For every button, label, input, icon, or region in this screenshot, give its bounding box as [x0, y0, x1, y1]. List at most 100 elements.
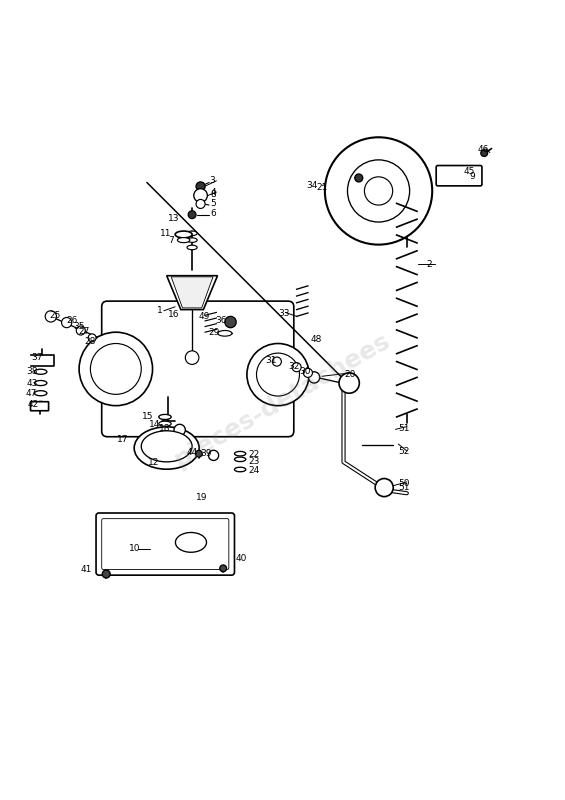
Ellipse shape — [187, 231, 197, 235]
FancyBboxPatch shape — [102, 301, 294, 437]
Text: 50: 50 — [398, 479, 410, 488]
Ellipse shape — [187, 245, 197, 250]
Circle shape — [481, 150, 488, 157]
Text: 1: 1 — [157, 306, 163, 315]
Polygon shape — [167, 276, 218, 310]
Circle shape — [194, 189, 207, 202]
Text: 18: 18 — [159, 424, 171, 433]
Circle shape — [220, 565, 227, 572]
Ellipse shape — [134, 427, 199, 470]
FancyBboxPatch shape — [96, 513, 234, 575]
Circle shape — [195, 450, 202, 457]
Circle shape — [303, 368, 312, 378]
Circle shape — [102, 570, 110, 578]
Text: 8: 8 — [211, 190, 216, 199]
FancyBboxPatch shape — [31, 402, 49, 410]
Text: 33: 33 — [279, 309, 290, 318]
Text: 13: 13 — [168, 214, 180, 222]
Text: 51: 51 — [398, 424, 410, 433]
Text: 26: 26 — [66, 316, 77, 326]
Circle shape — [308, 372, 320, 383]
Text: 35: 35 — [73, 322, 85, 331]
Text: 45: 45 — [463, 166, 475, 176]
Text: 47: 47 — [26, 389, 37, 398]
Circle shape — [292, 362, 301, 372]
Circle shape — [79, 332, 153, 406]
Ellipse shape — [34, 370, 47, 374]
Circle shape — [272, 357, 281, 366]
Circle shape — [347, 160, 410, 222]
Polygon shape — [171, 277, 213, 308]
Text: 46: 46 — [477, 146, 489, 154]
Text: 37: 37 — [31, 353, 42, 362]
Text: 28: 28 — [85, 338, 96, 346]
Circle shape — [325, 138, 432, 245]
Ellipse shape — [234, 467, 246, 472]
Text: 6: 6 — [211, 209, 216, 218]
Circle shape — [364, 177, 393, 205]
Text: pieces-detachees: pieces-detachees — [170, 328, 395, 472]
Circle shape — [188, 210, 196, 218]
Text: 48: 48 — [311, 335, 322, 344]
Text: 43: 43 — [27, 378, 38, 387]
Ellipse shape — [34, 390, 47, 396]
Circle shape — [247, 343, 309, 406]
Ellipse shape — [34, 381, 47, 386]
Circle shape — [225, 316, 236, 328]
Ellipse shape — [159, 414, 171, 419]
Text: 9: 9 — [469, 172, 475, 182]
Text: 4: 4 — [211, 187, 216, 197]
Circle shape — [196, 199, 205, 209]
Text: 39: 39 — [201, 449, 212, 458]
Text: 22: 22 — [249, 450, 260, 459]
Ellipse shape — [175, 231, 192, 238]
Ellipse shape — [34, 402, 47, 406]
Text: 19: 19 — [196, 494, 207, 502]
Circle shape — [208, 450, 219, 461]
Text: 10: 10 — [129, 544, 140, 553]
Text: 29: 29 — [208, 328, 219, 337]
Text: 49: 49 — [199, 313, 210, 322]
Text: 41: 41 — [81, 565, 92, 574]
Ellipse shape — [175, 533, 207, 552]
Text: 31: 31 — [266, 356, 277, 365]
Circle shape — [185, 351, 199, 365]
Ellipse shape — [187, 238, 197, 242]
Circle shape — [90, 343, 141, 394]
Text: 36: 36 — [216, 316, 227, 326]
Text: 21: 21 — [316, 183, 328, 192]
Text: 14: 14 — [149, 420, 160, 429]
Text: 42: 42 — [27, 400, 38, 409]
Text: 30: 30 — [299, 367, 311, 376]
Circle shape — [76, 326, 85, 335]
Ellipse shape — [177, 238, 190, 242]
Circle shape — [174, 424, 185, 435]
FancyBboxPatch shape — [102, 518, 229, 570]
Ellipse shape — [159, 421, 171, 426]
Circle shape — [45, 310, 57, 322]
Text: 2: 2 — [427, 260, 432, 269]
Text: 15: 15 — [142, 412, 154, 421]
Text: 11: 11 — [160, 229, 171, 238]
Text: 32: 32 — [288, 362, 299, 370]
Text: 25: 25 — [50, 310, 61, 320]
Text: 3: 3 — [209, 176, 215, 186]
Text: 38: 38 — [27, 367, 38, 376]
Text: 17: 17 — [118, 435, 129, 444]
FancyBboxPatch shape — [436, 166, 482, 186]
Text: 27: 27 — [78, 326, 89, 335]
Text: 5: 5 — [211, 199, 216, 209]
Ellipse shape — [234, 457, 246, 462]
Text: 34: 34 — [306, 181, 318, 190]
Circle shape — [88, 334, 96, 342]
Circle shape — [339, 373, 359, 394]
Circle shape — [196, 182, 205, 191]
Ellipse shape — [218, 330, 232, 336]
Circle shape — [62, 318, 72, 328]
Text: 20: 20 — [345, 370, 356, 379]
Text: 7: 7 — [168, 236, 173, 245]
Text: 51: 51 — [398, 483, 410, 492]
Text: 23: 23 — [249, 457, 260, 466]
Text: 40: 40 — [236, 554, 247, 562]
Text: 52: 52 — [398, 447, 410, 457]
